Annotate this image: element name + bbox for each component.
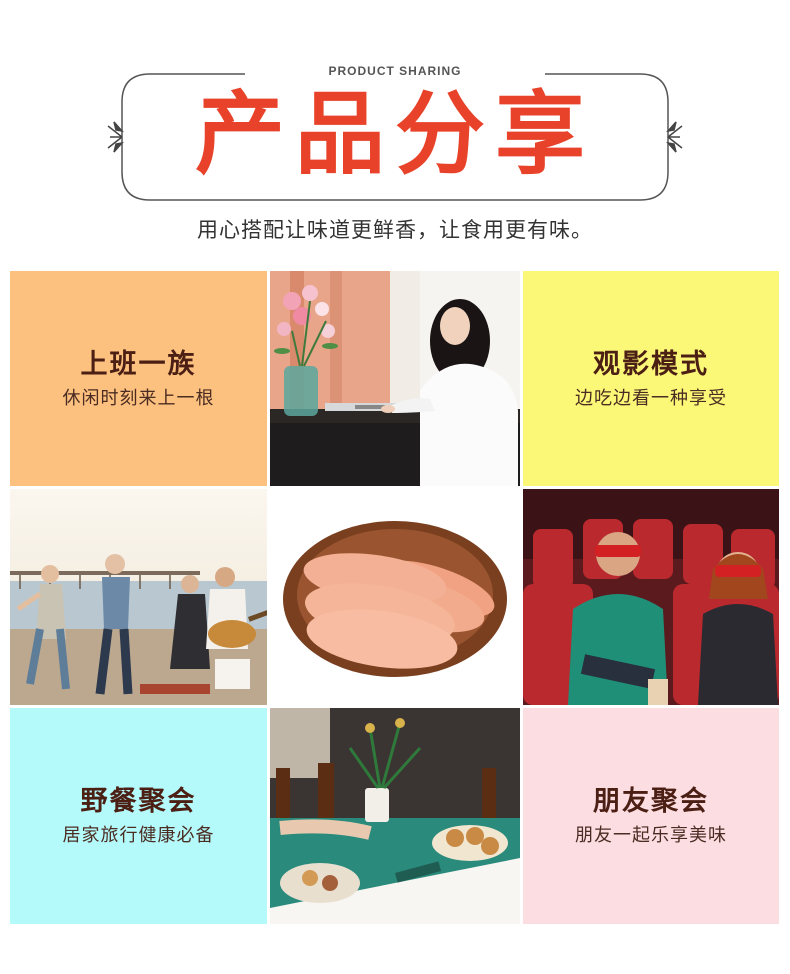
woman-figure	[381, 299, 518, 486]
office-photo	[270, 271, 520, 486]
tile-picnic-party: 野餐聚会 居家旅行健康必备	[10, 708, 267, 924]
title-frame	[107, 73, 683, 201]
left-ornament-icon	[107, 121, 124, 153]
tile-caption: 居家旅行健康必备	[62, 825, 215, 846]
tile-friends-party: 朋友聚会 朋友一起乐享美味	[523, 708, 779, 924]
person-3	[170, 575, 210, 669]
plant-decoration	[348, 718, 422, 790]
bottle-icon	[276, 763, 496, 818]
tile-heading: 野餐聚会	[80, 786, 197, 817]
man-3d-glasses	[568, 532, 668, 705]
product-photo	[270, 489, 520, 705]
cinema-photo	[523, 489, 779, 705]
tile-caption: 休闲时刻来上一根	[62, 387, 215, 409]
eyebrow-label: PRODUCT SHARING	[328, 64, 462, 78]
person-guitar	[206, 567, 267, 649]
right-ornament-icon	[666, 121, 683, 153]
beach-photo	[10, 489, 267, 705]
tile-heading: 上班一族	[80, 348, 197, 380]
person-2	[95, 554, 133, 695]
tile-movie-mode: 观影模式 边吃边看一种享受	[523, 271, 779, 486]
page-title: 产品分享	[195, 82, 595, 187]
party-photo	[270, 708, 520, 924]
woman-3d-glasses	[698, 552, 778, 705]
header-section: PRODUCT SHARING 产品分享 用心搭配让味道更鲜香，让食用更有味。	[0, 0, 790, 270]
tile-heading: 观影模式	[593, 348, 709, 380]
tile-office-workers: 上班一族 休闲时刻来上一根	[10, 271, 267, 486]
person-1	[16, 565, 70, 690]
sausage-slice-icon	[303, 553, 495, 669]
tile-heading: 朋友聚会	[593, 786, 709, 817]
tile-caption: 边吃边看一种享受	[575, 387, 727, 409]
tile-caption: 朋友一起乐享美味	[575, 825, 727, 846]
page-subtitle: 用心搭配让味道更鲜香，让食用更有味。	[197, 218, 593, 242]
flowers-icon	[274, 285, 338, 367]
